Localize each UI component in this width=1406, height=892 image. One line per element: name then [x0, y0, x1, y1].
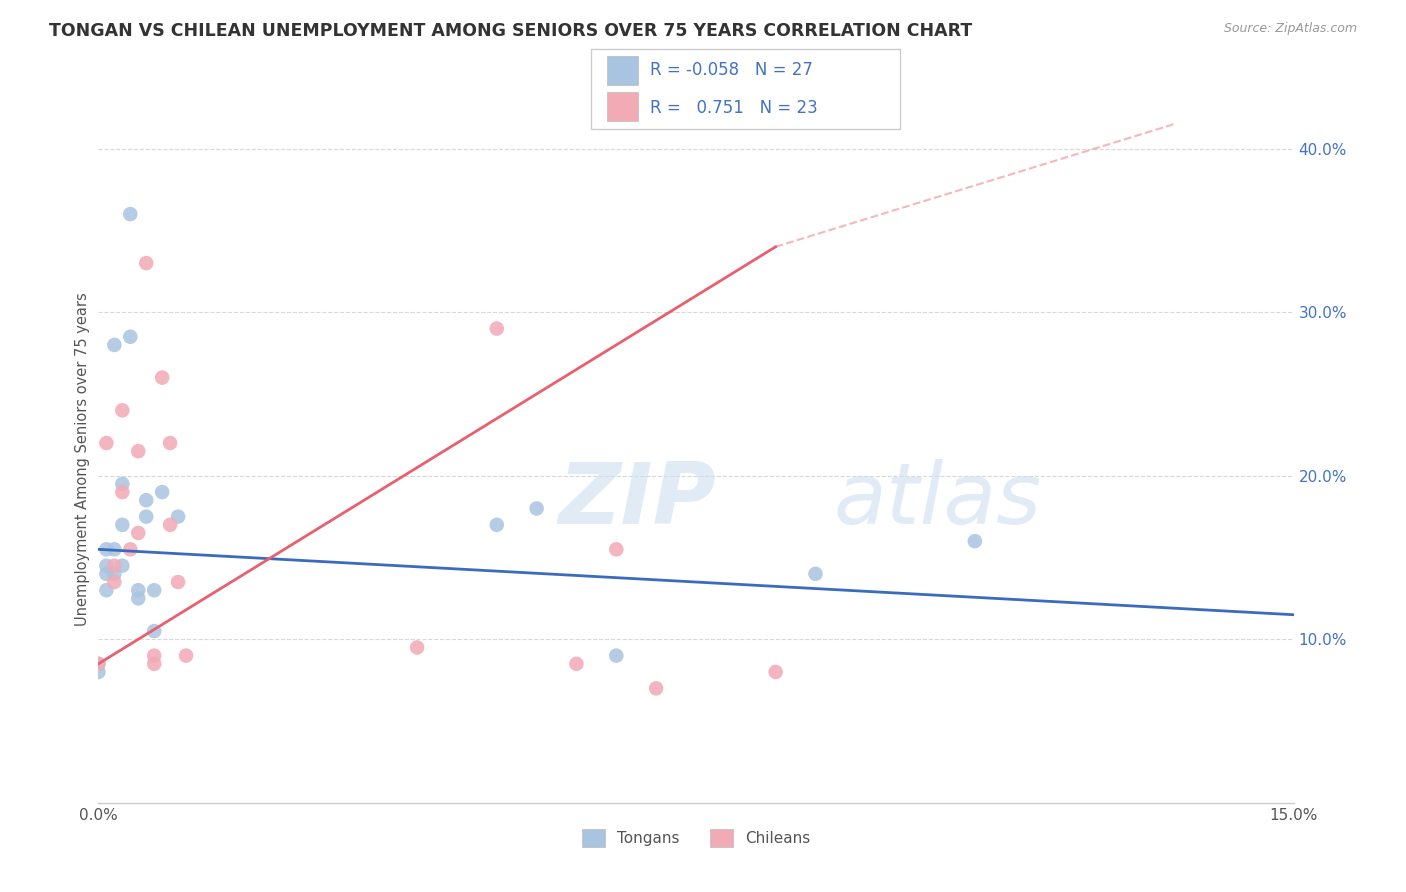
Point [103, 558, 125, 573]
Point [143, 624, 166, 639]
Point [526, 501, 548, 516]
Point [87, 665, 110, 679]
Point [135, 256, 157, 270]
Point [103, 566, 125, 581]
Point [167, 574, 190, 589]
Point [159, 436, 181, 450]
Text: atlas: atlas [834, 459, 1042, 542]
Point [485, 321, 508, 335]
Point [565, 657, 588, 671]
Point [143, 657, 166, 671]
Point [103, 338, 125, 352]
Point [96, 436, 118, 450]
Point [143, 648, 166, 663]
Point [150, 485, 173, 500]
Point [127, 583, 149, 598]
Point [111, 558, 134, 573]
Point [804, 566, 827, 581]
Point [605, 542, 627, 557]
Point [120, 330, 142, 344]
Point [143, 583, 166, 598]
Point [645, 681, 668, 696]
Text: ZIP: ZIP [558, 459, 716, 542]
Point [605, 648, 627, 663]
Point [127, 444, 149, 458]
Point [87, 657, 110, 671]
Point [96, 542, 118, 557]
Point [963, 534, 986, 549]
Point [135, 509, 157, 524]
Point [111, 476, 134, 491]
Point [485, 517, 508, 532]
Point [96, 583, 118, 598]
Point [159, 517, 181, 532]
Text: Source: ZipAtlas.com: Source: ZipAtlas.com [1223, 22, 1357, 36]
Point [111, 517, 134, 532]
Point [103, 574, 125, 589]
Point [111, 403, 134, 417]
Point [96, 566, 118, 581]
Point [103, 542, 125, 557]
Point [135, 493, 157, 508]
Point [406, 640, 429, 655]
Point [111, 485, 134, 500]
Point [174, 648, 197, 663]
Point [87, 657, 110, 671]
Point [167, 509, 190, 524]
Text: R = -0.058   N = 27: R = -0.058 N = 27 [650, 61, 813, 78]
Text: TONGAN VS CHILEAN UNEMPLOYMENT AMONG SENIORS OVER 75 YEARS CORRELATION CHART: TONGAN VS CHILEAN UNEMPLOYMENT AMONG SEN… [49, 22, 973, 40]
Point [127, 525, 149, 540]
Text: R =   0.751   N = 23: R = 0.751 N = 23 [650, 99, 817, 117]
Point [96, 558, 118, 573]
Point [150, 370, 173, 384]
Legend: Tongans, Chileans: Tongans, Chileans [575, 822, 817, 854]
Point [127, 591, 149, 606]
Point [765, 665, 787, 679]
Point [120, 207, 142, 221]
Y-axis label: Unemployment Among Seniors over 75 years: Unemployment Among Seniors over 75 years [75, 293, 90, 626]
Point [120, 542, 142, 557]
